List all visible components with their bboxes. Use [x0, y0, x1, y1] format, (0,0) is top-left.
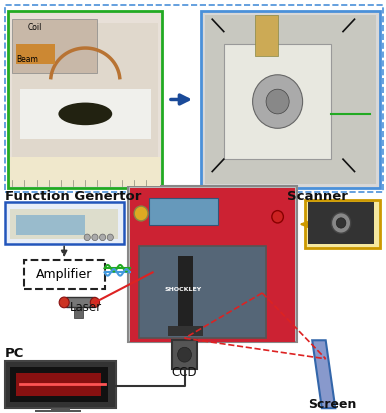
Bar [168, 326, 203, 336]
Text: Laser: Laser [70, 301, 102, 314]
Text: Screen: Screen [308, 398, 357, 411]
Bar [24, 260, 105, 289]
Circle shape [84, 234, 90, 241]
Bar [5, 202, 124, 244]
Bar [16, 215, 85, 235]
Text: Coil: Coil [28, 22, 42, 31]
Bar [51, 408, 70, 412]
Bar [10, 209, 118, 240]
Text: Beam: Beam [16, 55, 38, 64]
Text: CCD: CCD [172, 366, 197, 379]
Text: Scanner: Scanner [287, 190, 348, 203]
Bar [130, 242, 295, 342]
Circle shape [272, 211, 283, 223]
Bar [12, 19, 97, 73]
Bar [74, 307, 83, 318]
Bar [178, 256, 193, 334]
Bar [5, 361, 116, 408]
Circle shape [336, 218, 346, 228]
Bar [172, 340, 197, 369]
Bar [149, 198, 218, 225]
Text: Function Genertor: Function Genertor [5, 190, 141, 203]
Bar [201, 11, 379, 188]
Circle shape [100, 234, 106, 241]
Circle shape [134, 206, 148, 221]
Bar [224, 44, 332, 159]
Text: SHOCKLEY: SHOCKLEY [165, 287, 202, 292]
Text: PC: PC [5, 347, 24, 360]
Bar [308, 202, 374, 244]
FancyBboxPatch shape [5, 5, 383, 192]
Bar [12, 23, 158, 163]
Bar [139, 246, 266, 338]
Circle shape [92, 234, 98, 241]
Bar [20, 89, 151, 139]
Ellipse shape [58, 102, 112, 125]
Circle shape [90, 297, 100, 307]
Circle shape [266, 89, 289, 114]
Bar [205, 15, 376, 184]
Text: Amplifier: Amplifier [36, 268, 92, 281]
Bar [66, 297, 95, 307]
Bar [16, 44, 54, 64]
Bar [130, 188, 295, 242]
Bar [254, 15, 278, 56]
Circle shape [332, 213, 351, 233]
Circle shape [59, 297, 69, 308]
Bar [10, 157, 160, 186]
Circle shape [178, 347, 191, 362]
Bar [10, 367, 108, 402]
Bar [35, 410, 81, 412]
Bar [8, 11, 162, 188]
Bar [16, 373, 101, 396]
Bar [128, 186, 297, 342]
Circle shape [107, 234, 113, 241]
Circle shape [252, 75, 303, 128]
Polygon shape [312, 340, 335, 408]
Bar [305, 200, 379, 248]
